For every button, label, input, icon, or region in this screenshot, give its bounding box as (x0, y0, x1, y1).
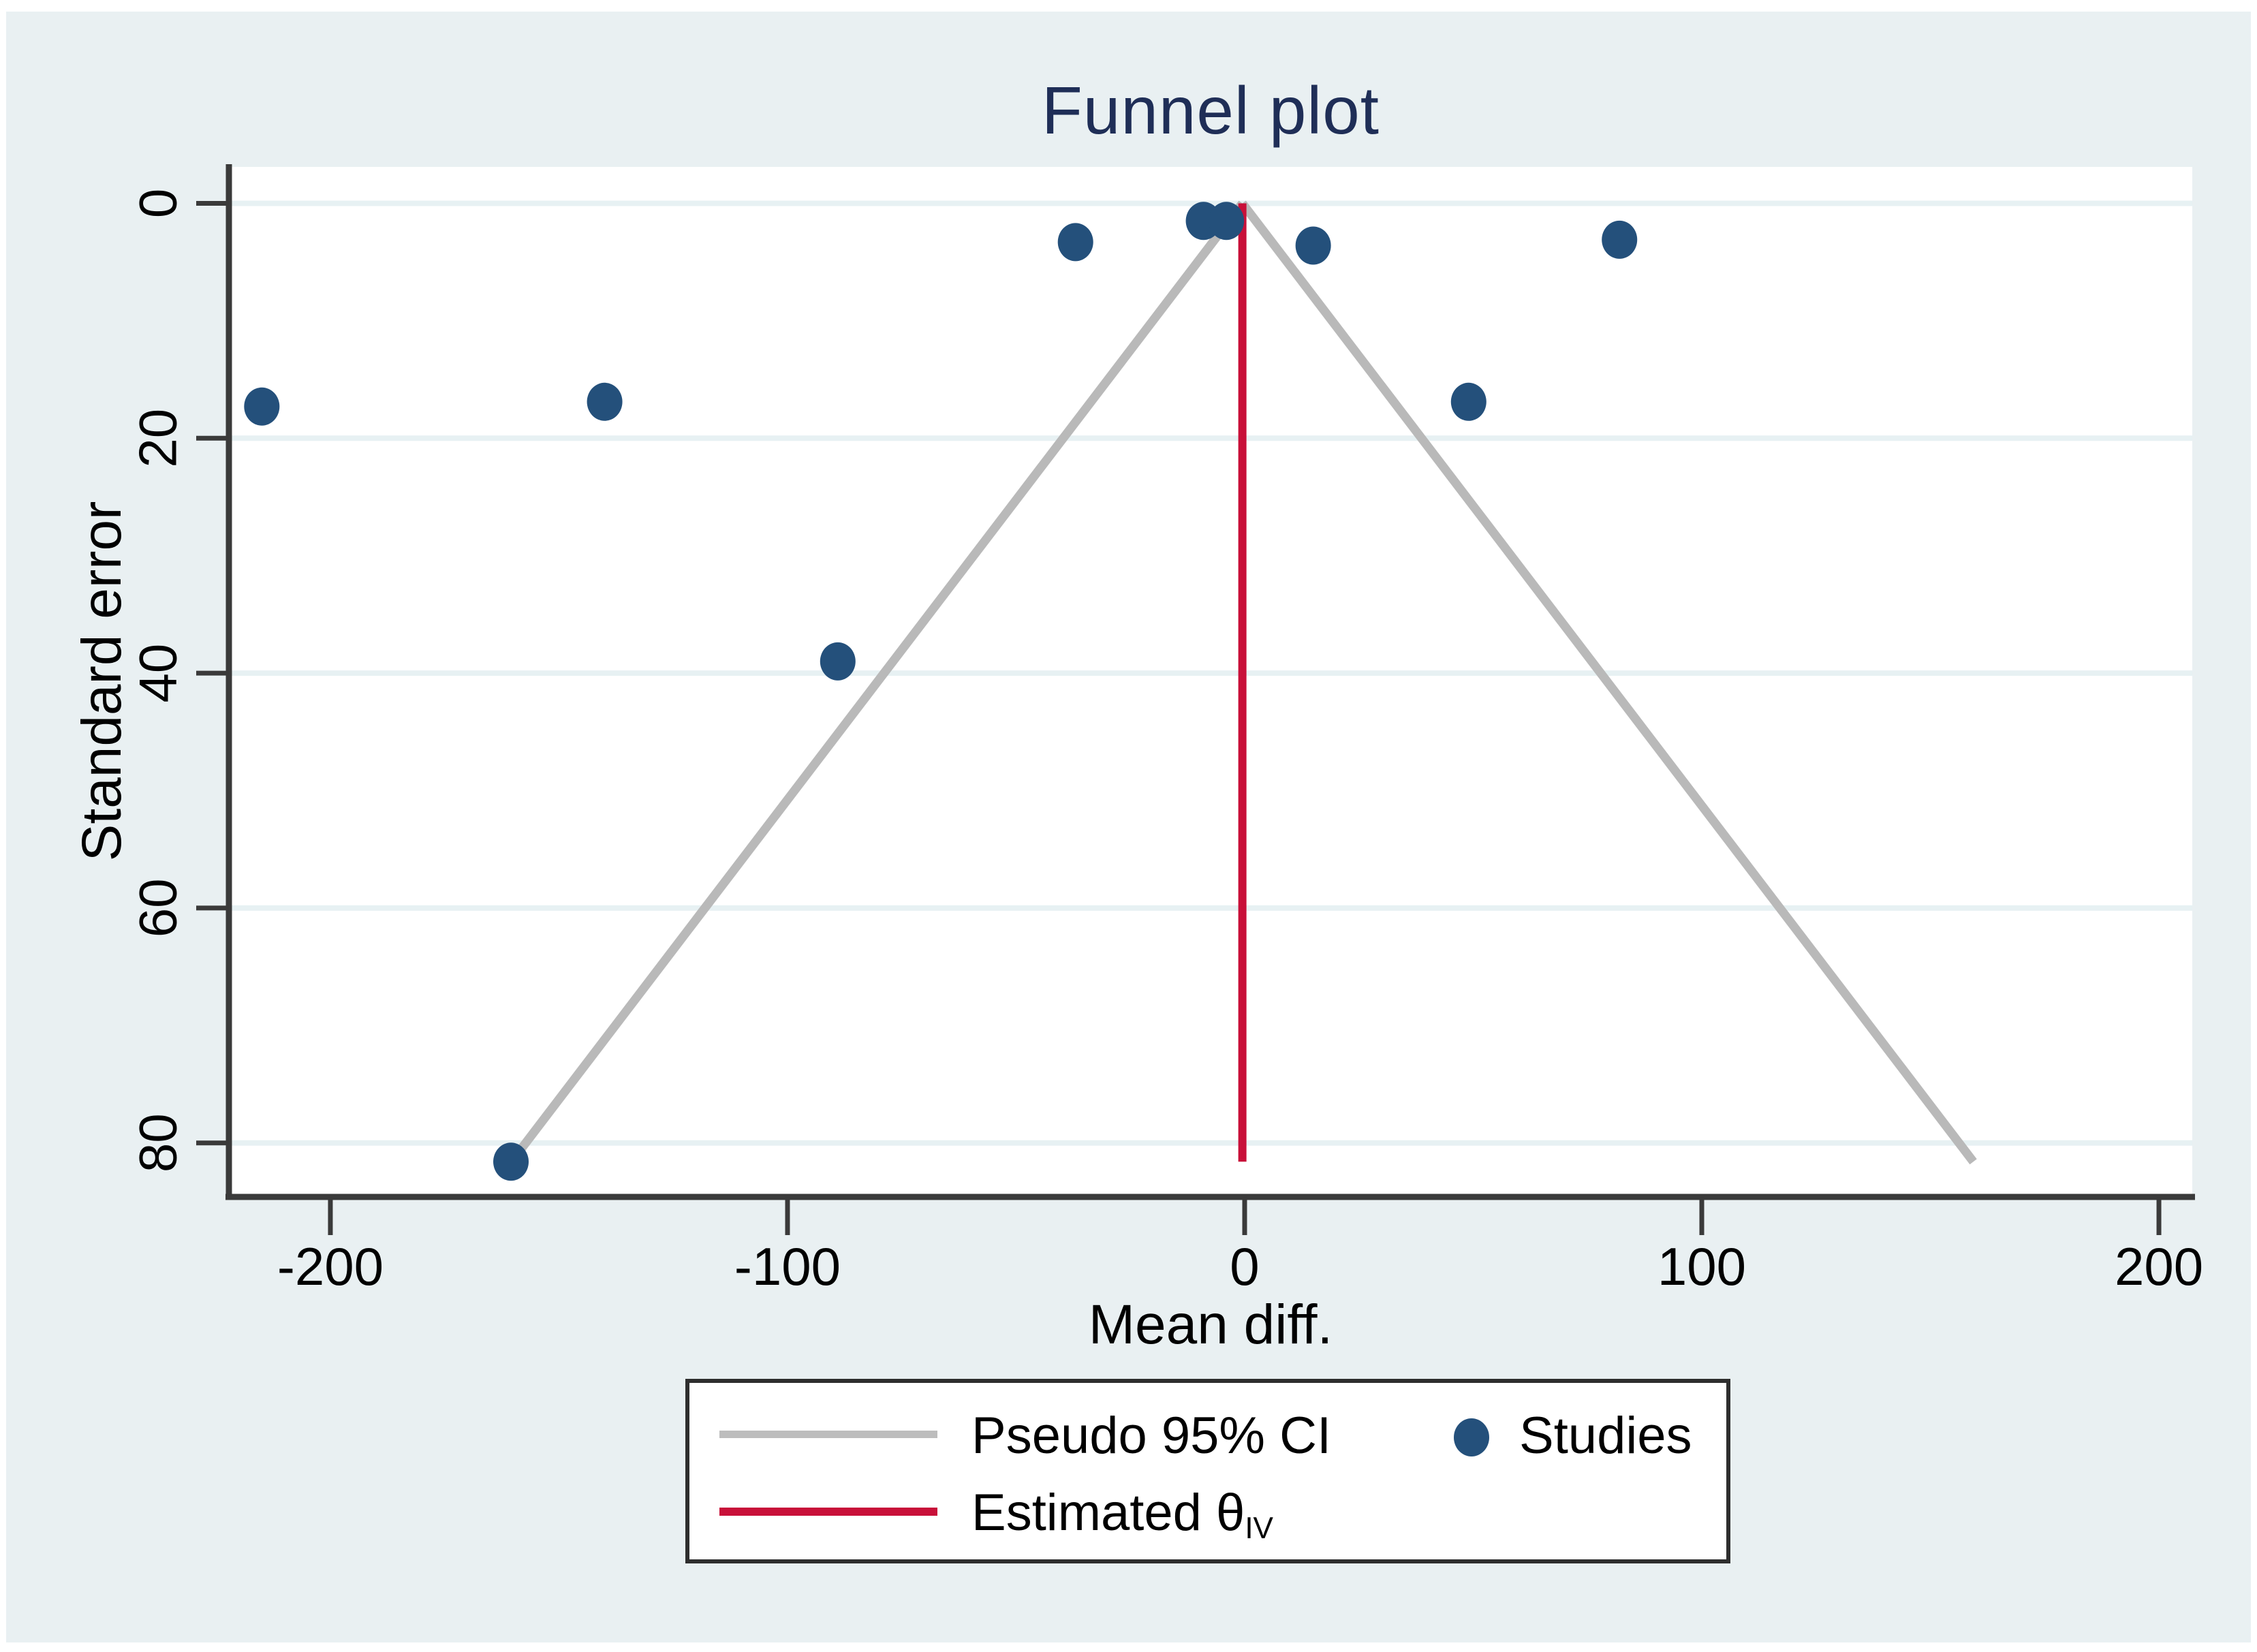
legend-estimated-theta-subscript: IV (1245, 1512, 1273, 1546)
study-point-0 (244, 387, 280, 426)
y-tick-label-80: 80 (128, 1113, 188, 1172)
pseudo-ci-line-swatch (719, 1431, 937, 1438)
study-point-6 (1209, 202, 1245, 240)
legend-estimated-theta-label: Estimated θIV (971, 1483, 1273, 1546)
x-tick-label-200: 200 (2115, 1236, 2203, 1296)
legend-estimated-theta-text: Estimated θ (971, 1484, 1245, 1542)
x-tick-label-100: 100 (1657, 1236, 1746, 1296)
study-point-4 (1057, 223, 1093, 262)
y-tick-label-60: 60 (128, 878, 188, 937)
study-point-7 (1295, 226, 1331, 265)
legend: Pseudo 95% CI Studies Estimated θIV (685, 1379, 1730, 1563)
y-tick-label-40: 40 (128, 644, 188, 703)
x-tick-label--200: -200 (277, 1236, 384, 1296)
plot-area (229, 167, 2192, 1197)
y-tick-label-0: 0 (128, 189, 188, 218)
legend-pseudo-ci-label: Pseudo 95% CI (971, 1407, 1332, 1465)
estimated-theta-line-swatch (719, 1508, 937, 1516)
study-point-1 (587, 382, 623, 421)
x-tick-label-0: 0 (1230, 1236, 1259, 1296)
study-point-9 (1602, 220, 1638, 259)
study-point-8 (1450, 382, 1486, 421)
legend-studies-label: Studies (1519, 1407, 1692, 1465)
x-axis-title: Mean diff. (1088, 1294, 1333, 1356)
y-tick-label-20: 20 (128, 409, 188, 468)
study-point-3 (820, 642, 856, 681)
y-axis-title: Standard error (71, 501, 133, 862)
pseudo-ci-right-line (1239, 200, 1977, 1165)
pseudo-ci-left-line (508, 200, 1246, 1165)
studies-marker-swatch (1454, 1418, 1489, 1456)
x-tick-label--100: -100 (734, 1236, 841, 1296)
study-point-2 (493, 1142, 529, 1181)
chart-title: Funnel plot (1042, 73, 1380, 148)
